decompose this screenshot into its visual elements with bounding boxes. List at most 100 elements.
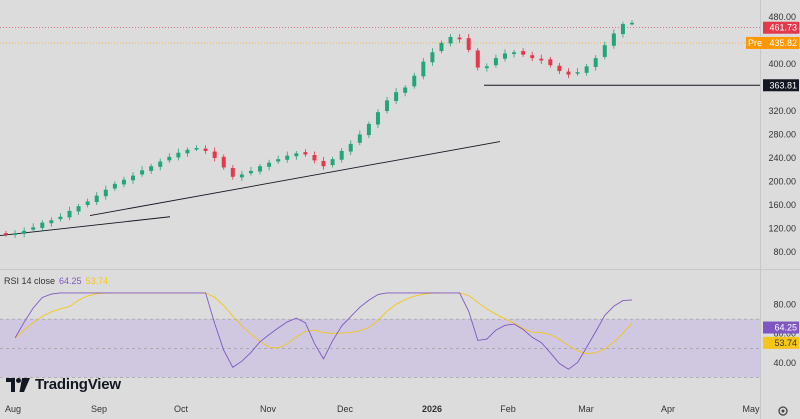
- candle-body: [512, 52, 517, 55]
- candle-body: [548, 59, 553, 66]
- candle-body: [557, 65, 562, 72]
- rsi-ma-value-label: 53.74: [774, 338, 797, 348]
- candle-body: [176, 152, 181, 158]
- candle-body: [112, 183, 117, 189]
- support-price-label: 363.81: [769, 80, 797, 90]
- rsi-legend-title: RSI 14 close: [4, 276, 56, 286]
- price-axis-tick: 120.00: [768, 224, 796, 234]
- candle-body: [230, 167, 235, 177]
- candle-body: [221, 156, 226, 168]
- candle-body: [167, 156, 172, 161]
- candle-body: [13, 233, 18, 235]
- rsi-axis-tick: 60.00: [773, 329, 796, 339]
- candle-body: [103, 189, 108, 197]
- price-axis-tick: 80.00: [773, 247, 796, 257]
- rsi-line: [14, 292, 633, 370]
- candle-body: [158, 161, 163, 167]
- candle-body: [412, 75, 417, 87]
- candle-body: [375, 112, 380, 125]
- candle-body: [121, 179, 126, 185]
- time-axis-label: Apr: [661, 404, 675, 414]
- candle-body: [339, 150, 344, 160]
- candle-body: [457, 37, 462, 40]
- candle-body: [85, 201, 90, 205]
- candle-body: [67, 210, 72, 218]
- candle-body: [330, 159, 335, 166]
- price-axis-tick: 480.00: [768, 12, 796, 22]
- support-price-label-bg: [763, 79, 799, 92]
- candle-body: [248, 170, 253, 174]
- time-axis-label: Feb: [500, 404, 516, 414]
- time-axis-label: Mar: [578, 404, 594, 414]
- time-axis-label: Oct: [174, 404, 189, 414]
- rsi-legend-value: 64.25: [59, 276, 82, 286]
- rsi-ma-value-label-bg: [763, 336, 799, 349]
- candle-body: [530, 55, 535, 59]
- price-pane: [0, 0, 760, 268]
- candle-body: [285, 155, 290, 160]
- tradingview-logo[interactable]: TradingView: [6, 376, 121, 393]
- candle-body: [203, 148, 208, 151]
- candle-body: [258, 166, 263, 172]
- price-axis-tick: 200.00: [768, 177, 796, 187]
- price-axis-tick: 240.00: [768, 153, 796, 163]
- rsi-axis-tick: 40.00: [773, 358, 796, 368]
- candle-body: [566, 71, 571, 75]
- candle-body: [421, 61, 426, 77]
- candle-body: [212, 151, 217, 158]
- candle-body: [475, 50, 480, 68]
- pre-price-label-prefix: Pre: [748, 38, 762, 48]
- time-axis-label: Nov: [260, 404, 277, 414]
- candle-body: [403, 87, 408, 93]
- candle-body: [620, 24, 625, 35]
- rsi-axis-tick: 80.00: [773, 300, 796, 310]
- candle-body: [439, 42, 444, 52]
- gear-icon[interactable]: [777, 405, 789, 417]
- pre-price-label-bg: [763, 36, 799, 49]
- price-axis-tick: 280.00: [768, 130, 796, 140]
- candle-body: [385, 100, 390, 111]
- candle-body: [366, 123, 371, 136]
- rsi-value-label-bg: [763, 321, 799, 334]
- candle-body: [22, 230, 27, 234]
- candle-body: [185, 149, 190, 154]
- candle-body: [630, 22, 634, 25]
- candle-body: [267, 162, 272, 167]
- candle-body: [40, 222, 45, 228]
- candle-body: [484, 66, 489, 69]
- candle-body: [584, 66, 589, 73]
- candle-body: [58, 216, 63, 220]
- candle-body: [348, 143, 353, 152]
- candle-body: [539, 58, 544, 61]
- price-axis-tick: 400.00: [768, 59, 796, 69]
- candle-body: [140, 170, 145, 175]
- candle-body: [94, 195, 99, 203]
- candle-body: [394, 92, 399, 102]
- candle-body: [466, 38, 471, 50]
- pre-price-label: 435.82: [769, 38, 797, 48]
- candle-body: [521, 51, 526, 55]
- time-axis-label: Aug: [5, 404, 21, 414]
- trend-line-long: [89, 141, 501, 217]
- candle-body: [593, 58, 598, 67]
- candle-body: [303, 152, 308, 155]
- time-axis-label: Dec: [337, 404, 354, 414]
- candle-body: [602, 45, 607, 57]
- candle-body: [430, 52, 435, 63]
- candle-body: [312, 155, 317, 161]
- candle-body: [321, 160, 326, 167]
- rsi-legend: RSI 14 close 64.25 53.74: [4, 276, 112, 286]
- current-price-label: 461.73: [769, 23, 797, 33]
- candle-body: [49, 220, 54, 224]
- pre-price-label-prefix-bg: [746, 36, 764, 49]
- candle-body: [31, 227, 36, 230]
- price-axis-tick: 160.00: [768, 200, 796, 210]
- candle-body: [194, 148, 199, 150]
- candle-body: [149, 166, 154, 171]
- candle-body: [448, 36, 453, 44]
- candle-body: [357, 134, 362, 143]
- candle-body: [239, 174, 244, 178]
- candle-body: [131, 175, 136, 181]
- candle-body: [575, 72, 580, 74]
